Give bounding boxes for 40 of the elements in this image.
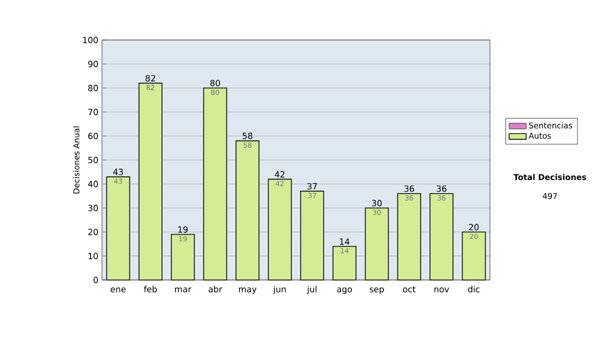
- total-label: 43: [113, 168, 123, 176]
- legend-label: Sentencias: [529, 122, 572, 128]
- total-label: 37: [307, 183, 317, 190]
- total-label: 58: [242, 132, 252, 140]
- y-axis-title: Decisiones Anual: [73, 126, 80, 194]
- y-tick-label: 90: [88, 60, 98, 68]
- x-tick-label: abr: [208, 286, 222, 292]
- total-label: 19: [178, 226, 188, 233]
- y-tick-label: 40: [88, 180, 98, 188]
- total-label: 82: [146, 75, 156, 82]
- x-tick-label: ago: [337, 288, 352, 294]
- text: Total Decisiones: [513, 174, 586, 180]
- x-tick-label: nov: [434, 288, 450, 292]
- total-label: 36: [404, 185, 414, 192]
- x-tick-label: oct: [403, 286, 416, 292]
- x-tick-label: jun: [273, 286, 286, 294]
- y-tick-label: 0: [94, 276, 98, 284]
- y-tick-label: 50: [88, 156, 98, 164]
- x-tick-label: mar: [175, 288, 192, 292]
- total-label: 30: [372, 200, 382, 206]
- y-tick-label: 80: [88, 84, 98, 92]
- x-tick-label: ene: [110, 288, 126, 292]
- x-tick-label: feb: [144, 286, 157, 292]
- y-tick-label: 70: [88, 108, 98, 116]
- total-label: 80: [210, 80, 220, 86]
- y-tick-label: 100: [83, 36, 98, 44]
- legend-label: Autos: [528, 132, 551, 139]
- x-tick-label: may: [239, 288, 257, 294]
- x-tick-label: sep: [370, 288, 384, 294]
- text: 497: [542, 192, 557, 200]
- total-label: 36: [436, 185, 446, 192]
- total-label: 42: [274, 171, 284, 178]
- total-label: 20: [469, 224, 479, 230]
- y-tick-label: 30: [88, 204, 98, 212]
- y-tick-label: 20: [88, 228, 98, 236]
- y-tick-label: 10: [88, 252, 98, 260]
- y-tick-label: 60: [88, 132, 98, 140]
- x-tick-label: jul: [306, 286, 316, 294]
- x-tick-label: dic: [468, 286, 480, 292]
- total-label: 14: [340, 238, 350, 245]
